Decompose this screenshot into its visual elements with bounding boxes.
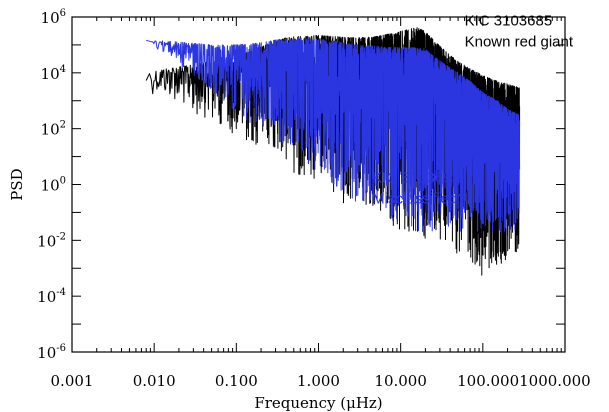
labels-layer: 0.001 0.010 0.100 1.000 10.000 100.0001000.00… <box>37 8 591 390</box>
ticks-layer <box>71 16 566 353</box>
y-axis-label: PSD <box>8 168 26 200</box>
y-tick-label: 100 <box>41 176 66 195</box>
x-axis-label: Frequency (μHz) <box>254 394 382 412</box>
x-tick-label: 10.000 <box>374 372 427 390</box>
annotation-layer: KIC 3103685 Known red giant KIC 3103693 Mis… <box>372 12 574 207</box>
annotation-2-line-1: KIC 3103693 <box>372 169 460 186</box>
annotation-1-line-2: Known red giant <box>465 33 574 50</box>
y-tick-label: 106 <box>41 8 66 27</box>
y-tick-label: 10-2 <box>37 231 66 250</box>
series-line-2 <box>146 37 521 233</box>
series-layer <box>145 27 521 276</box>
annotation-1-line-1: KIC 3103685 <box>465 12 553 29</box>
y-tick-label: 104 <box>41 64 66 83</box>
y-tick-label: 102 <box>41 120 66 139</box>
x-tick-label: 0.001 <box>51 372 94 390</box>
y-tick-label: 10-6 <box>37 343 66 362</box>
x-tick-label: 0.010 <box>133 372 176 390</box>
x-tick-label: 100.0001000.000 <box>457 372 591 390</box>
y-tick-label: 10-4 <box>37 287 66 306</box>
x-tick-label: 1.000 <box>297 372 340 390</box>
x-tick-label: 0.100 <box>215 372 258 390</box>
annotation-2-line-2: Misclassified? <box>372 190 465 207</box>
